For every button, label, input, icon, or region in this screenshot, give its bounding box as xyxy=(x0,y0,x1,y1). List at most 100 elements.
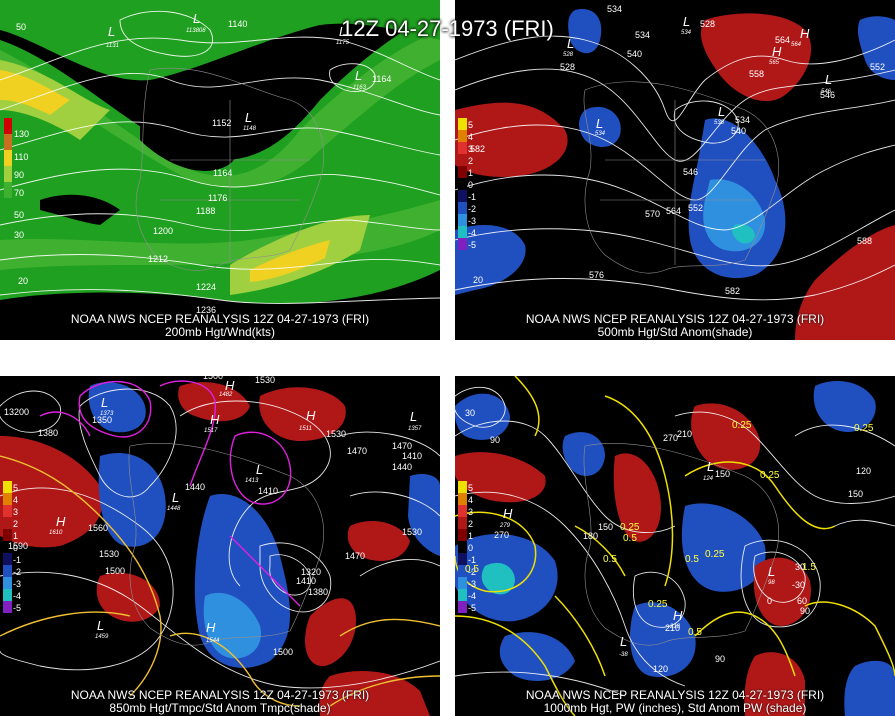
panel-source: NOAA NWS NCEP REANALYSIS 12Z 04-27-1973 … xyxy=(70,688,370,702)
contour-label: 552 xyxy=(870,62,885,72)
contour-label: 1590 xyxy=(8,541,28,551)
center-symbol: L xyxy=(193,11,200,26)
contour-label: 1224 xyxy=(196,282,216,292)
center-symbol: H xyxy=(225,378,235,393)
center-symbol: H xyxy=(210,412,220,427)
contour-label: 564 xyxy=(666,206,681,216)
center-symbol: L xyxy=(718,104,725,119)
panel-source: NOAA NWS NCEP REANALYSIS 12Z 04-27-1973 … xyxy=(70,312,370,326)
panel-subtitle: 1000mb Hgt, PW (inches), Std Anom PW (sh… xyxy=(543,701,807,715)
panel-source: NOAA NWS NCEP REANALYSIS 12Z 04-27-1973 … xyxy=(525,688,825,702)
legend-label: 5 xyxy=(13,483,18,493)
center-symbol: H xyxy=(503,506,513,521)
contour-label: 1140 xyxy=(228,19,247,29)
panel-subtitle: 850mb Hgt/Tmpc/Std Anom Tmpc(shade) xyxy=(109,701,331,715)
legend-label: -3 xyxy=(468,216,476,226)
contour-label: 1470 xyxy=(392,441,412,451)
contour-label: 0.25 xyxy=(620,522,640,533)
contour-label: 540 xyxy=(627,49,642,59)
legend-label: -5 xyxy=(468,603,476,613)
center-symbol: L xyxy=(245,110,252,125)
center-value: 1448 xyxy=(167,506,181,512)
contour-label: 0.5 xyxy=(688,627,702,638)
contour-label: 1350 xyxy=(92,415,112,425)
legend-label: -1 xyxy=(468,192,476,202)
center-value: 534 xyxy=(681,30,692,36)
center-symbol: H xyxy=(306,408,316,423)
contour-label: 1410 xyxy=(296,576,316,586)
contour-label: 150 xyxy=(715,469,730,479)
center-value: 1517 xyxy=(204,428,218,434)
center-symbol: L xyxy=(172,490,179,505)
legend-label: -2 xyxy=(468,567,476,577)
legend-label: 30 xyxy=(14,230,24,240)
contour-label: 120 xyxy=(653,664,668,674)
center-value: 1610 xyxy=(49,530,63,536)
contour-label: 528 xyxy=(560,62,575,72)
contour-label: 570 xyxy=(645,209,660,219)
contour-label: 270 xyxy=(494,530,509,540)
contour-label: 0.5 xyxy=(685,554,699,565)
contour-label: 120 xyxy=(856,466,871,476)
contour-label: 528 xyxy=(700,19,715,29)
legend-label: 1 xyxy=(468,531,473,541)
contour-label: 210 xyxy=(677,429,692,439)
legend-label: -2 xyxy=(13,567,21,577)
contour-label: 1530 xyxy=(99,549,119,559)
center-symbol: L xyxy=(355,68,362,83)
contour-label: 1380 xyxy=(308,587,328,597)
map-1000mb: 5 4 3 2 1 0 -1 -2 -3 -4 -5 30 90 270 210… xyxy=(455,376,895,716)
legend-label: 3 xyxy=(468,144,473,154)
center-value: 1373 xyxy=(100,411,114,417)
contour-label: 90 xyxy=(490,435,500,445)
center-symbol: H xyxy=(673,608,683,623)
contour-label: 270 xyxy=(663,433,678,443)
legend-label: 70 xyxy=(14,188,24,198)
center-value: 98 xyxy=(768,580,775,586)
center-value: 1511 xyxy=(299,426,312,432)
center-symbol: L xyxy=(108,24,115,39)
contour-label: 558 xyxy=(749,69,764,79)
contour-label: 30 xyxy=(795,562,805,572)
legend-label: 5 xyxy=(468,120,473,130)
contour-label: 150 xyxy=(848,489,863,499)
legend-label: -2 xyxy=(468,204,476,214)
center-symbol: L xyxy=(256,462,263,477)
center-symbol: L xyxy=(683,14,690,29)
contour-label: 1164 xyxy=(213,168,232,178)
legend-label: 90 xyxy=(14,170,24,180)
center-value: 1357 xyxy=(408,426,422,432)
center-value: 113808 xyxy=(186,28,206,34)
legend-label: 5 xyxy=(468,483,473,493)
legend-label: -5 xyxy=(468,240,476,250)
contour-label: 534 xyxy=(735,115,750,125)
contour-label: 1176 xyxy=(208,193,227,203)
contour-label: 582 xyxy=(470,144,485,154)
contour-label: 0.5 xyxy=(603,554,617,565)
legend-label: 1 xyxy=(468,168,473,178)
legend-200mb: 130 110 90 70 50 30 xyxy=(4,118,29,240)
center-value: 1148 xyxy=(243,126,257,132)
contour-label: 210 xyxy=(665,623,680,633)
center-symbol: H xyxy=(56,514,66,529)
center-symbol: L xyxy=(567,36,574,51)
map-500mb: 5 4 3 2 1 0 -1 -2 -3 -4 -5 534 528 540 5… xyxy=(455,4,895,340)
legend-label: 2 xyxy=(13,519,18,529)
contour-label: 0.25 xyxy=(648,599,668,610)
panel-1000mb: 5 4 3 2 1 0 -1 -2 -3 -4 -5 30 90 270 210… xyxy=(455,376,895,716)
contour-label: 0.25 xyxy=(854,423,874,434)
legend-label: -3 xyxy=(468,579,476,589)
contour-label: 1500 xyxy=(203,376,223,381)
panel-850mb: 5 4 3 2 1 0 -1 -2 -3 -4 -5 13200 1380 13… xyxy=(0,376,440,716)
center-symbol: L xyxy=(97,618,104,633)
legend-label: 4 xyxy=(468,495,473,505)
contour-label: 540 xyxy=(731,126,746,136)
center-symbol: H xyxy=(800,26,810,41)
contour-label: 1530 xyxy=(255,376,275,385)
legend-label: 3 xyxy=(468,507,473,517)
center-value: 1413 xyxy=(245,478,259,484)
center-symbol: L xyxy=(825,72,832,87)
panel-200mb: 130 110 90 70 50 30 1140 1164 1152 1164 … xyxy=(0,0,440,340)
center-symbol: L xyxy=(707,459,714,474)
contour-label: 1560 xyxy=(88,523,108,533)
